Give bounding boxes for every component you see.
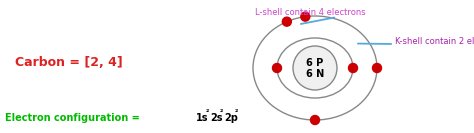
Circle shape bbox=[293, 46, 337, 90]
Circle shape bbox=[348, 63, 357, 72]
Text: ²: ² bbox=[220, 109, 224, 117]
Circle shape bbox=[273, 63, 282, 72]
Circle shape bbox=[283, 17, 292, 26]
Text: ²: ² bbox=[206, 109, 210, 117]
Text: L-shell contain 4 electrons: L-shell contain 4 electrons bbox=[255, 8, 365, 17]
Text: 1s: 1s bbox=[196, 113, 209, 123]
Text: 6 N: 6 N bbox=[306, 69, 324, 79]
Text: 2p: 2p bbox=[224, 113, 238, 123]
Text: 2s: 2s bbox=[210, 113, 222, 123]
Text: K-shell contain 2 electrons: K-shell contain 2 electrons bbox=[395, 38, 474, 47]
Text: 6 P: 6 P bbox=[306, 58, 324, 68]
Text: Carbon = [2, 4]: Carbon = [2, 4] bbox=[15, 55, 123, 68]
Circle shape bbox=[310, 115, 319, 124]
Text: Electron configuration =: Electron configuration = bbox=[5, 113, 143, 123]
Circle shape bbox=[301, 12, 310, 21]
Circle shape bbox=[373, 63, 382, 72]
Text: ²: ² bbox=[234, 109, 237, 117]
